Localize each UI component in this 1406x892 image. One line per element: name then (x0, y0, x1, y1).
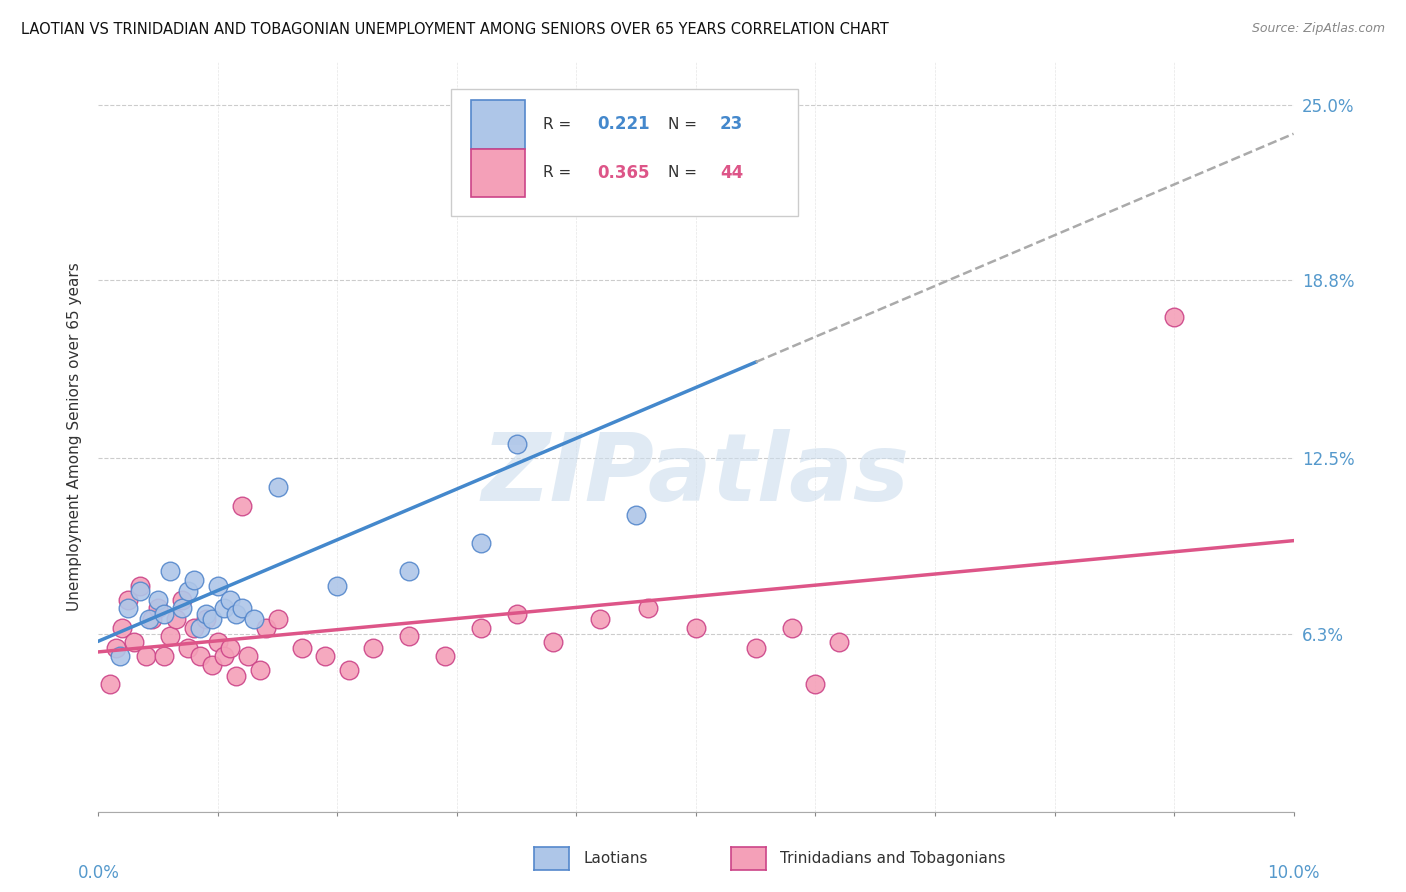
Y-axis label: Unemployment Among Seniors over 65 years: Unemployment Among Seniors over 65 years (67, 263, 83, 611)
FancyBboxPatch shape (451, 88, 797, 216)
Point (506, 437, 529, 451)
Point (138, 612, 160, 626)
Point (828, 635, 851, 649)
Point (148, 592, 170, 607)
Point (148, 601, 170, 615)
Point (315, 649, 337, 664)
Point (212, 601, 235, 615)
Point (363, 640, 385, 655)
Point (129, 584, 152, 599)
Text: Source: ZipAtlas.com: Source: ZipAtlas.com (1251, 22, 1385, 36)
Text: Laotians: Laotians (583, 851, 648, 865)
Point (219, 640, 242, 655)
Text: ZIPatlas: ZIPatlas (482, 428, 910, 521)
Point (249, 664, 271, 678)
Point (98, 677, 122, 691)
Point (506, 607, 529, 621)
Point (153, 649, 176, 664)
Text: LAOTIAN VS TRINIDADIAN AND TOBAGONIAN UNEMPLOYMENT AMONG SENIORS OVER 65 YEARS C: LAOTIAN VS TRINIDADIAN AND TOBAGONIAN UN… (21, 22, 889, 37)
Point (434, 649, 457, 664)
Point (188, 621, 211, 635)
Point (141, 612, 163, 626)
Text: R =: R = (543, 165, 576, 180)
Point (195, 612, 218, 626)
Point (398, 629, 420, 643)
Point (804, 677, 827, 691)
Point (236, 649, 259, 664)
FancyBboxPatch shape (471, 100, 524, 149)
Point (129, 578, 152, 592)
Point (207, 578, 229, 592)
Point (626, 508, 648, 522)
Point (177, 584, 200, 599)
Point (780, 621, 803, 635)
Point (124, 635, 146, 649)
Point (267, 479, 290, 493)
Point (188, 649, 211, 664)
Text: N =: N = (668, 165, 703, 180)
Point (111, 621, 134, 635)
Point (165, 612, 187, 626)
Text: R =: R = (543, 117, 576, 132)
Point (105, 640, 128, 655)
Point (685, 621, 707, 635)
Point (225, 669, 247, 683)
Point (267, 612, 290, 626)
Point (117, 592, 139, 607)
Point (207, 635, 229, 649)
Point (589, 612, 612, 626)
Point (108, 649, 131, 664)
Point (225, 607, 247, 621)
Point (254, 621, 277, 635)
Point (159, 565, 181, 579)
Text: 10.0%: 10.0% (1267, 864, 1320, 882)
Text: 44: 44 (720, 164, 744, 182)
Point (117, 601, 139, 615)
Point (183, 573, 205, 587)
Point (201, 657, 224, 672)
Point (291, 640, 314, 655)
Point (212, 649, 235, 664)
Point (470, 536, 492, 550)
Point (231, 500, 253, 514)
Point (541, 635, 564, 649)
Point (195, 607, 218, 621)
Point (172, 592, 194, 607)
Point (745, 640, 768, 655)
Point (183, 621, 205, 635)
Point (201, 612, 224, 626)
Point (231, 601, 253, 615)
Point (637, 601, 659, 615)
Point (135, 649, 157, 664)
Point (326, 578, 349, 592)
Point (243, 612, 266, 626)
Text: 23: 23 (720, 115, 744, 133)
Point (159, 629, 181, 643)
Text: 0.365: 0.365 (596, 164, 650, 182)
Point (339, 664, 361, 678)
FancyBboxPatch shape (471, 149, 524, 197)
Point (177, 640, 200, 655)
Point (398, 565, 420, 579)
Point (153, 607, 176, 621)
Text: N =: N = (668, 117, 703, 132)
Text: 0.221: 0.221 (596, 115, 650, 133)
Point (172, 601, 194, 615)
Point (481, 196, 505, 211)
Text: Trinidadians and Tobagonians: Trinidadians and Tobagonians (780, 851, 1005, 865)
Point (1163, 310, 1185, 324)
Point (470, 621, 492, 635)
Point (219, 592, 242, 607)
Text: 0.0%: 0.0% (77, 864, 120, 882)
